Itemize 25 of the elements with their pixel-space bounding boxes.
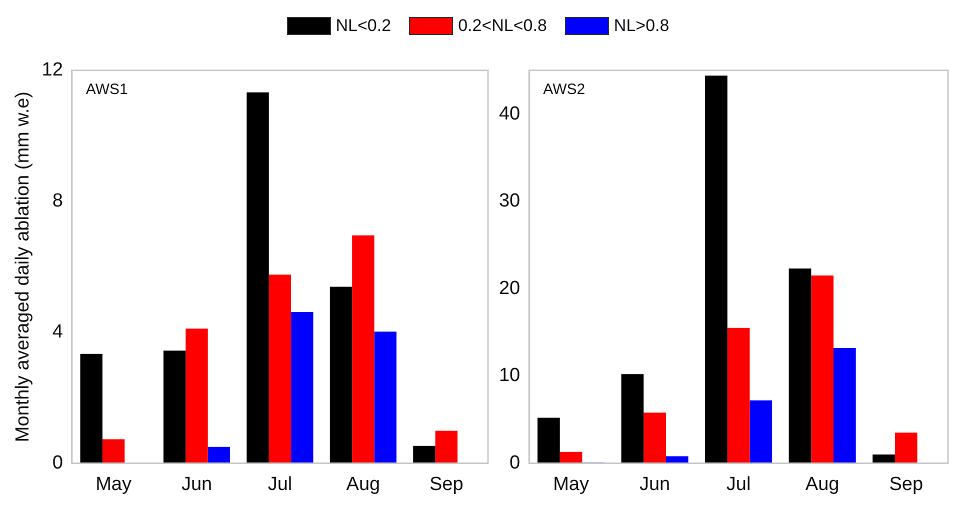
legend-label: NL<0.2 — [336, 16, 392, 36]
y-tick-label: 10 — [498, 365, 520, 386]
x-tick-label: Sep — [889, 474, 924, 495]
annotation: AWS1 — [86, 81, 128, 98]
x-tick-label: Jul — [726, 474, 751, 495]
y-tick-label: 8 — [52, 190, 63, 212]
y-tick-label: 40 — [498, 103, 520, 124]
y-tick-label: 4 — [52, 322, 64, 342]
x-tick-label: Jul — [268, 474, 292, 495]
y-axis-title: Monthly averaged daily ablation (mm w.e) — [12, 91, 34, 442]
legend-label: NL>0.8 — [614, 16, 670, 36]
x-tick-label: Jun — [639, 474, 670, 495]
y-tick-label: 30 — [498, 190, 520, 212]
x-tick-label: Aug — [346, 474, 380, 495]
y-tick-label: 0 — [52, 452, 63, 474]
x-tick-label: May — [96, 474, 132, 495]
x-tick-label: May — [553, 474, 590, 495]
y-tick-label: 12 — [42, 60, 63, 81]
x-tick-label: Aug — [805, 474, 840, 495]
legend-label: 0.2<NL<0.8 — [458, 16, 547, 36]
x-tick-label: Jun — [181, 474, 212, 495]
y-tick-label: 20 — [498, 278, 520, 299]
annotation: AWS2 — [543, 81, 586, 98]
x-tick-label: Sep — [429, 474, 464, 495]
y-tick-label: 0 — [510, 452, 520, 474]
